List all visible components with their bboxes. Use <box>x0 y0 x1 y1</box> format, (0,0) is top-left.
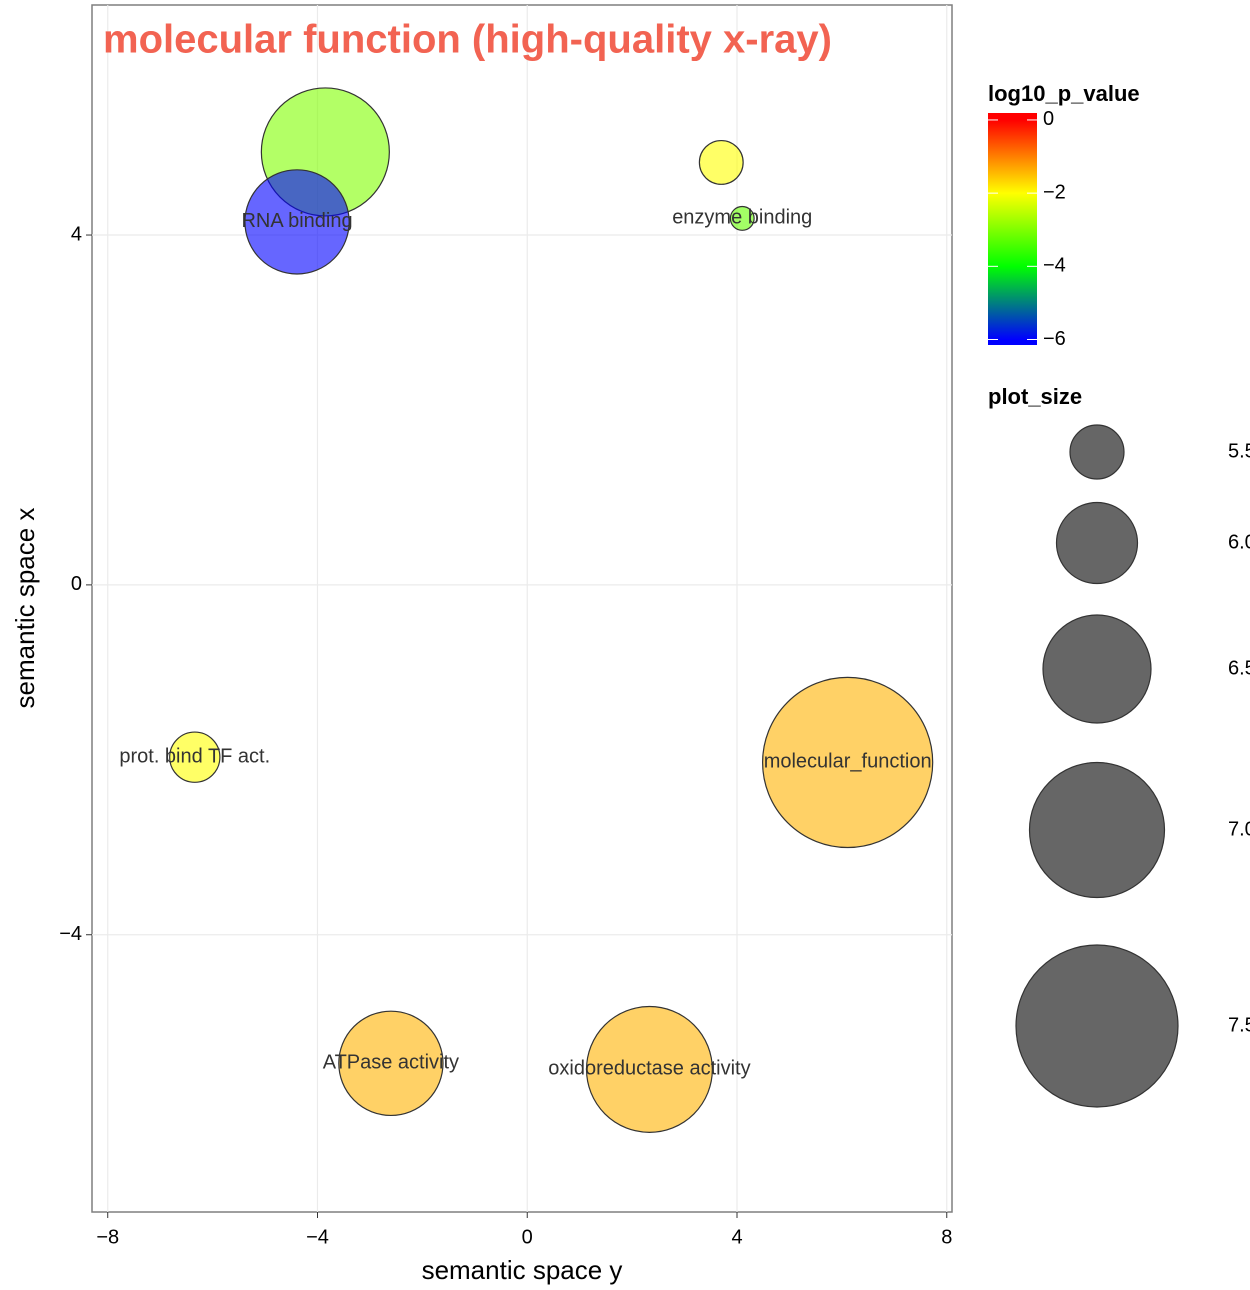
plot-panel <box>91 4 953 1213</box>
colorbar-tick-label: −6 <box>1043 328 1066 350</box>
size-legend-key <box>1015 944 1179 1108</box>
y-tick-label: 4 <box>71 223 82 245</box>
chart-title: molecular function (high-quality x-ray) <box>103 18 832 62</box>
x-axis-label: semantic space y <box>422 1255 623 1285</box>
bubble <box>169 731 221 783</box>
bubble <box>761 676 934 849</box>
size-legend-key <box>1055 501 1139 585</box>
colorbar <box>988 113 1037 345</box>
bubble-label: molecular_function <box>764 751 932 773</box>
size-legend-label: 7.5 <box>1228 1014 1250 1036</box>
size-legend-label: 6.0 <box>1228 531 1250 553</box>
x-tick-label: 8 <box>941 1226 952 1248</box>
colorbar-tick-label: −2 <box>1043 181 1066 203</box>
bubble-label: prot. bind TF act. <box>119 745 270 767</box>
size-legend-label: 5.5 <box>1228 440 1250 462</box>
x-tick-label: −8 <box>96 1226 119 1248</box>
x-tick-label: 0 <box>522 1226 533 1248</box>
bubble <box>698 139 744 185</box>
x-tick-label: 4 <box>731 1226 742 1248</box>
bubble <box>585 1005 713 1133</box>
colorbar-tick-label: 0 <box>1043 108 1054 130</box>
bubble-label: enzyme binding <box>672 207 812 229</box>
bubble <box>729 205 755 231</box>
y-tick-label: −4 <box>59 923 82 945</box>
x-tick-label: −4 <box>306 1226 329 1248</box>
bubble-label: oxidoreductase activity <box>548 1058 750 1080</box>
y-axis-label: semantic space x <box>10 508 40 709</box>
bubble-label: RNA binding <box>241 210 352 232</box>
size-legend-key <box>1028 761 1166 899</box>
size-legend-key <box>1069 424 1125 480</box>
colorbar-tick-label: −4 <box>1043 255 1066 277</box>
bubble-label: ATPase activity <box>323 1052 459 1074</box>
size-legend-key <box>1042 614 1152 724</box>
bubble <box>244 169 350 275</box>
bubble <box>338 1010 444 1117</box>
size-legend-label: 7.0 <box>1228 818 1250 840</box>
color-legend-title: log10_p_value <box>988 81 1140 106</box>
size-legend-label: 6.5 <box>1228 657 1250 679</box>
y-tick-label: 0 <box>71 573 82 595</box>
size-legend-title: plot_size <box>988 384 1082 409</box>
